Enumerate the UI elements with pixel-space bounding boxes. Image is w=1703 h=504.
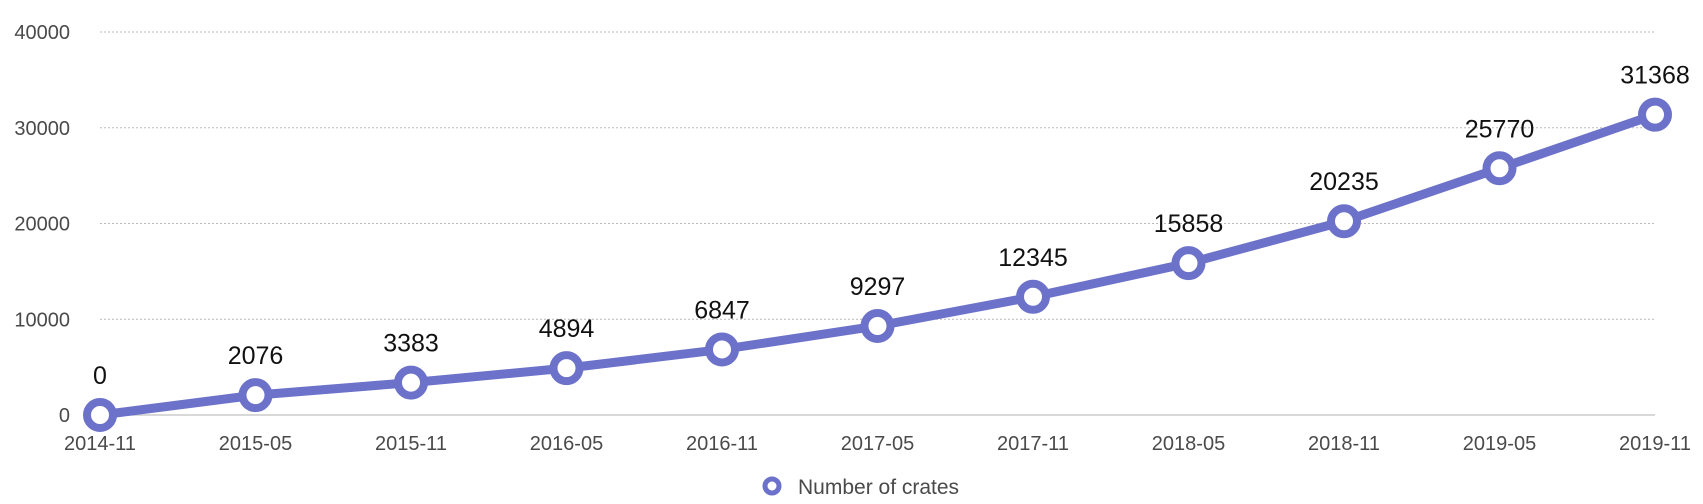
data-point	[1482, 151, 1517, 186]
x-tick-label: 2016-05	[530, 433, 603, 455]
y-tick-label: 0	[59, 405, 70, 427]
data-point	[860, 308, 895, 343]
data-label: 0	[93, 362, 107, 390]
x-tick-label: 2014-11	[64, 433, 136, 455]
x-tick-label: 2018-11	[1308, 433, 1380, 455]
data-label: 3383	[383, 330, 439, 358]
y-tick-label: 10000	[14, 309, 70, 331]
series-layer	[83, 97, 1672, 432]
x-tick-label: 2017-11	[997, 433, 1069, 455]
x-tick-label: 2016-11	[686, 433, 758, 455]
data-point	[549, 351, 584, 386]
data-label-layer: 0 2076 3383 4894 6847 9297 12345 15858 20235 2577…	[93, 62, 1690, 390]
data-label: 31368	[1620, 62, 1690, 90]
data-point	[83, 398, 117, 432]
data-point	[1171, 246, 1206, 281]
legend-marker-icon	[762, 476, 782, 496]
data-label: 9297	[850, 273, 906, 301]
data-point	[705, 332, 739, 367]
data-point	[238, 378, 273, 413]
legend[interactable]: Number of crates	[762, 476, 959, 499]
x-tick-label: 2019-11	[1619, 433, 1691, 455]
data-point	[1327, 204, 1361, 239]
legend-label: Number of crates	[798, 476, 959, 499]
y-tick-label: 30000	[14, 118, 70, 140]
data-label: 15858	[1154, 210, 1224, 238]
data-label: 6847	[694, 296, 750, 324]
x-tick-label: 2019-05	[1463, 433, 1536, 455]
data-label: 4894	[539, 315, 595, 343]
x-tick-label: 2017-05	[841, 433, 914, 455]
x-tick-label: 2018-05	[1152, 433, 1225, 455]
y-tick-label: 20000	[14, 214, 70, 236]
axis-layer: 0 10000 20000 30000 40000 2014-11 2015-05 2015-…	[14, 22, 1691, 455]
data-point	[1016, 279, 1050, 314]
data-label: 12345	[998, 244, 1068, 272]
series-line	[95, 110, 1660, 420]
x-tick-label: 2015-11	[375, 433, 447, 455]
data-point	[394, 365, 428, 400]
data-point	[1638, 97, 1672, 132]
y-tick-label: 40000	[14, 22, 70, 44]
data-label: 2076	[228, 342, 284, 370]
data-label: 20235	[1309, 168, 1379, 196]
data-label: 25770	[1465, 115, 1535, 143]
x-tick-label: 2015-05	[219, 433, 292, 455]
